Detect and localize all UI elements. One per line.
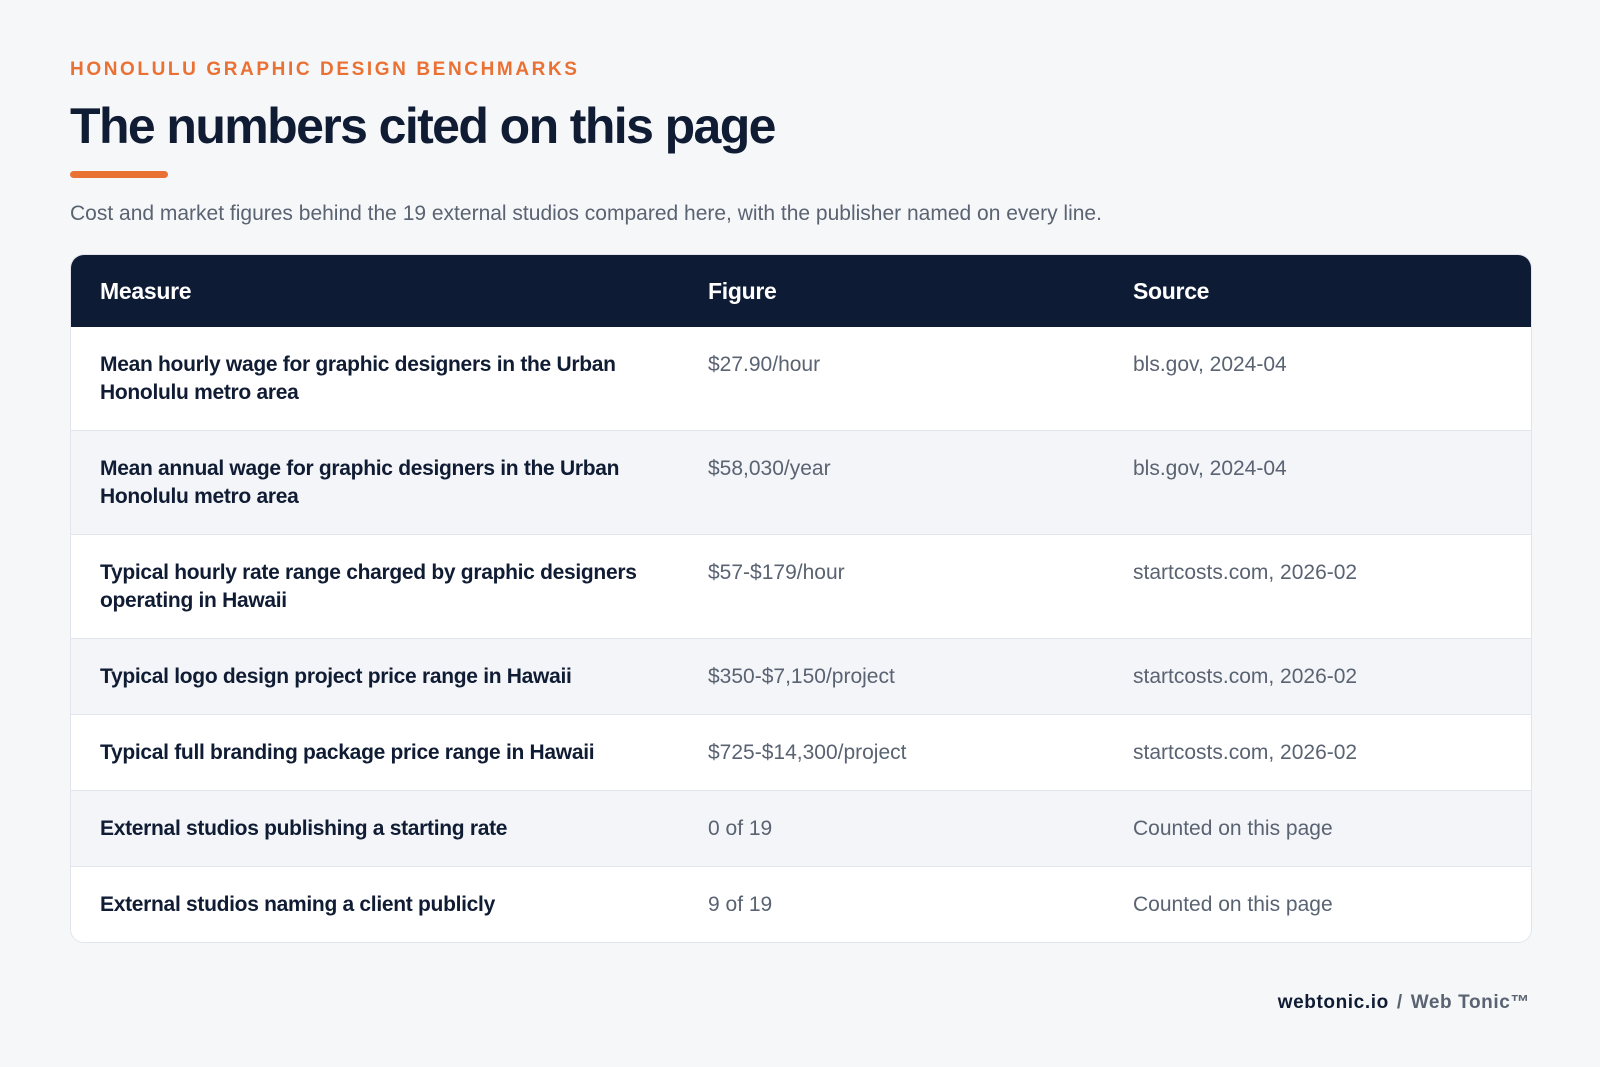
figure-cell: $58,030/year bbox=[708, 457, 831, 480]
measure-cell: Mean annual wage for graphic designers i… bbox=[100, 457, 620, 508]
footer-separator: / bbox=[1396, 992, 1403, 1013]
column-header-figure: Figure bbox=[708, 277, 777, 304]
benchmarks-table: Measure Figure Source Mean hourly wage f… bbox=[71, 255, 1531, 942]
table-header-row: Measure Figure Source bbox=[71, 255, 1531, 327]
source-cell: startcosts.com, 2026-02 bbox=[1133, 561, 1358, 584]
figure-cell: 9 of 19 bbox=[708, 893, 773, 916]
measure-cell: Typical full branding package price rang… bbox=[100, 741, 595, 764]
source-cell: startcosts.com, 2026-02 bbox=[1133, 741, 1358, 764]
figure-cell: 0 of 19 bbox=[708, 817, 773, 840]
measure-cell: External studios publishing a starting r… bbox=[100, 817, 508, 840]
page-title: The numbers cited on this page bbox=[70, 98, 776, 154]
column-header-measure: Measure bbox=[100, 277, 192, 304]
measure-cell: Mean hourly wage for graphic designers i… bbox=[100, 353, 616, 404]
table-row: Mean annual wage for graphic designers i… bbox=[71, 430, 1531, 535]
measure-cell: Typical hourly rate range charged by gra… bbox=[100, 561, 637, 612]
source-cell: Counted on this page bbox=[1133, 817, 1333, 840]
measure-cell: External studios naming a client publicl… bbox=[100, 893, 495, 916]
footer-credit: webtonic.io / Web Tonic™ bbox=[1278, 991, 1530, 1015]
table-row: External studios publishing a starting r… bbox=[71, 790, 1531, 867]
figure-cell: $27.90/hour bbox=[708, 353, 821, 376]
footer-brand: Web Tonic™ bbox=[1410, 992, 1530, 1013]
source-cell: Counted on this page bbox=[1133, 893, 1333, 916]
column-header-source: Source bbox=[1133, 277, 1210, 304]
source-cell: bls.gov, 2024-04 bbox=[1133, 457, 1287, 480]
measure-cell: Typical logo design project price range … bbox=[100, 665, 572, 688]
source-cell: bls.gov, 2024-04 bbox=[1133, 353, 1287, 376]
footer-domain: webtonic.io bbox=[1277, 992, 1389, 1013]
page-subtitle: Cost and market figures behind the 19 ex… bbox=[70, 202, 1102, 225]
figure-cell: $725-$14,300/project bbox=[708, 741, 907, 764]
benchmarks-table-card: Measure Figure Source Mean hourly wage f… bbox=[70, 254, 1532, 943]
source-cell: startcosts.com, 2026-02 bbox=[1133, 665, 1358, 688]
eyebrow-label: HONOLULU GRAPHIC DESIGN BENCHMARKS bbox=[70, 59, 580, 80]
table-row: Typical logo design project price range … bbox=[71, 638, 1531, 715]
table-row: Mean hourly wage for graphic designers i… bbox=[71, 327, 1531, 431]
benchmarks-section: HONOLULU GRAPHIC DESIGN BENCHMARKS The n… bbox=[70, 58, 1532, 943]
table-row: Typical hourly rate range charged by gra… bbox=[71, 534, 1531, 639]
figure-cell: $350-$7,150/project bbox=[708, 665, 895, 688]
title-accent-bar bbox=[70, 171, 168, 178]
table-row: External studios naming a client publicl… bbox=[71, 866, 1531, 942]
table-row: Typical full branding package price rang… bbox=[71, 714, 1531, 791]
figure-cell: $57-$179/hour bbox=[708, 561, 845, 584]
